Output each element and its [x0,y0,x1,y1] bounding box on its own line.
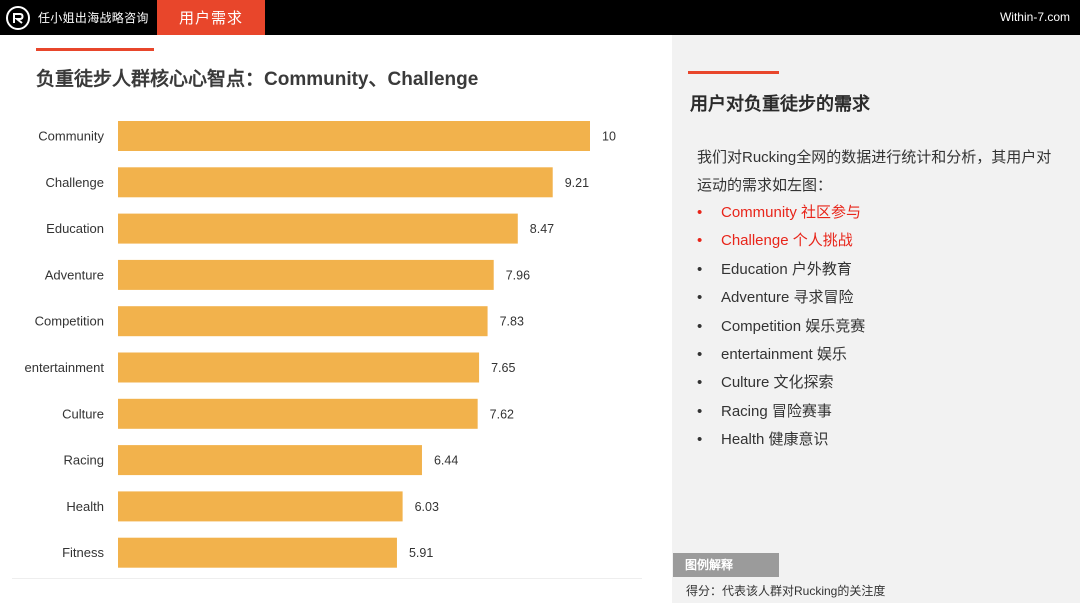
value-label: 7.65 [491,361,515,375]
brand[interactable]: 任小姐出海战略咨询 [6,4,149,31]
value-label: 7.62 [490,407,514,421]
bar [118,121,590,151]
needs-list-item: Community 社区参与 [697,199,865,228]
bar [118,352,480,383]
category-label: Adventure [45,267,104,282]
needs-list-item: Adventure 寻求冒险 [697,284,865,313]
bar [118,398,478,429]
bar [118,306,488,337]
needs-list-item: Competition 娱乐竞赛 [697,313,865,342]
bar [118,213,518,244]
panel-accent-line [688,71,779,74]
category-label: entertainment [25,360,105,375]
category-label: Racing [64,453,104,468]
value-label: 7.96 [506,268,530,282]
needs-list-item: Challenge 个人挑战 [697,227,865,256]
category-label: Community [38,129,104,144]
chart-title: 负重徒步人群核心心智点：Community、Challenge [36,69,479,90]
bar [118,491,403,522]
category-label: Health [66,499,104,514]
brand-name: 任小姐出海战略咨询 [38,11,149,25]
site-url[interactable]: Within-7.com [999,10,1070,24]
panel-description: 我们对Rucking全网的数据进行统计和分析，其用户对运动的需求如左图： [697,149,1052,194]
divider [12,578,642,579]
value-label: 9.21 [565,176,589,190]
needs-list-item: Education 户外教育 [697,256,865,285]
bar [118,537,397,568]
title-accent-line [36,48,154,51]
value-label: 8.47 [530,222,554,236]
value-label: 6.44 [434,454,458,468]
value-label: 5.91 [409,546,433,560]
category-label: Competition [35,314,104,329]
bar [118,259,494,290]
top-bar: 任小姐出海战略咨询 用户需求 Within-7.com [0,0,1080,35]
bar [118,167,553,198]
needs-list-item: Culture 文化探索 [697,369,865,398]
value-label: 7.83 [500,315,524,329]
category-label: Challenge [45,175,104,190]
category-label: Education [46,221,104,236]
value-label: 6.03 [415,500,439,514]
tab-user-needs[interactable]: 用户需求 [157,0,265,35]
category-label: Fitness [62,545,104,560]
needs-list: Community 社区参与Challenge 个人挑战Education 户外… [697,199,865,455]
bar-chart: Community 10 Challenge 9.21 Education 8.47 Adv… [25,121,616,568]
panel-title: 用户对负重徒步的需求 [690,94,870,114]
needs-list-item: Racing 冒险赛事 [697,398,865,427]
needs-list-item: entertainment 娱乐 [697,341,865,370]
bar [118,445,422,476]
needs-list-item: Health 健康意识 [697,426,865,455]
brand-logo-icon [6,5,30,30]
value-label: 10 [602,130,616,144]
category-label: Culture [62,406,104,421]
legend-text: 得分：代表该人群对Rucking的关注度 [686,584,886,598]
legend-tag: 图例解释 [673,553,779,577]
